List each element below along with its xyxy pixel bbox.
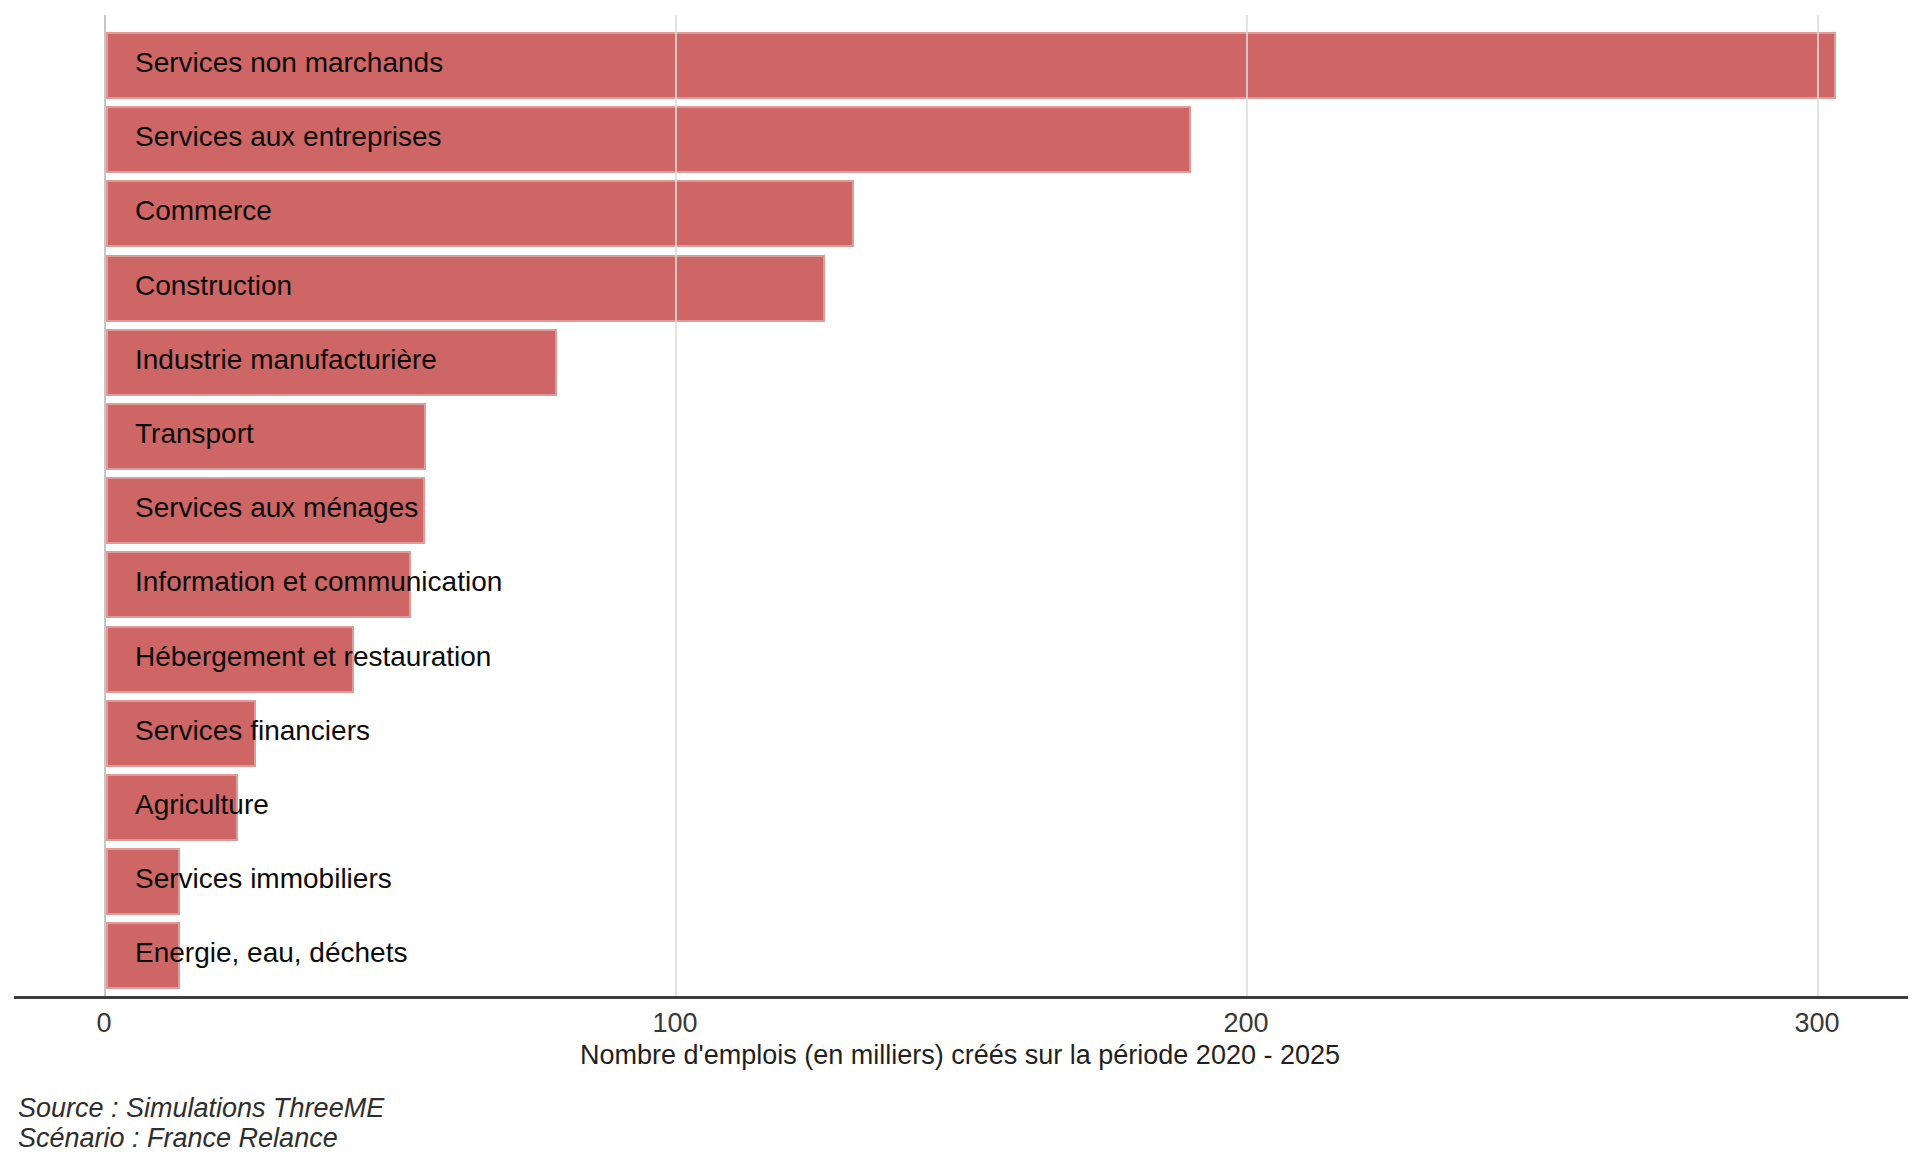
x-tick-label: 200	[1223, 1008, 1268, 1039]
x-gridline	[675, 15, 677, 997]
x-tick-label: 100	[652, 1008, 697, 1039]
bar-label: Construction	[135, 272, 292, 300]
bar-label: Information et communication	[135, 568, 502, 596]
x-axis-title: Nombre d'emplois (en milliers) créés sur…	[0, 1040, 1920, 1071]
bar-label: Energie, eau, déchets	[135, 939, 407, 967]
x-gridline	[1246, 15, 1248, 997]
bar-label: Services aux ménages	[135, 494, 418, 522]
bar-label: Agriculture	[135, 791, 269, 819]
caption-scenario: Scénario : France Relance	[18, 1123, 338, 1154]
bar-label: Services aux entreprises	[135, 123, 442, 151]
bar-label: Services immobiliers	[135, 865, 392, 893]
x-tick-label: 300	[1794, 1008, 1839, 1039]
bar-label: Hébergement et restauration	[135, 643, 491, 671]
x-axis-line	[14, 996, 1908, 999]
bar-label: Transport	[135, 420, 254, 448]
bar-label: Industrie manufacturière	[135, 346, 437, 374]
bar-label: Services financiers	[135, 717, 370, 745]
bar-chart-figure: Services non marchands Services aux entre…	[0, 0, 1920, 1171]
caption-source: Source : Simulations ThreeME	[18, 1093, 384, 1124]
x-tick-label: 0	[96, 1008, 111, 1039]
bar-label: Commerce	[135, 197, 272, 225]
bar-label: Services non marchands	[135, 49, 443, 77]
x-gridline	[1817, 15, 1819, 997]
